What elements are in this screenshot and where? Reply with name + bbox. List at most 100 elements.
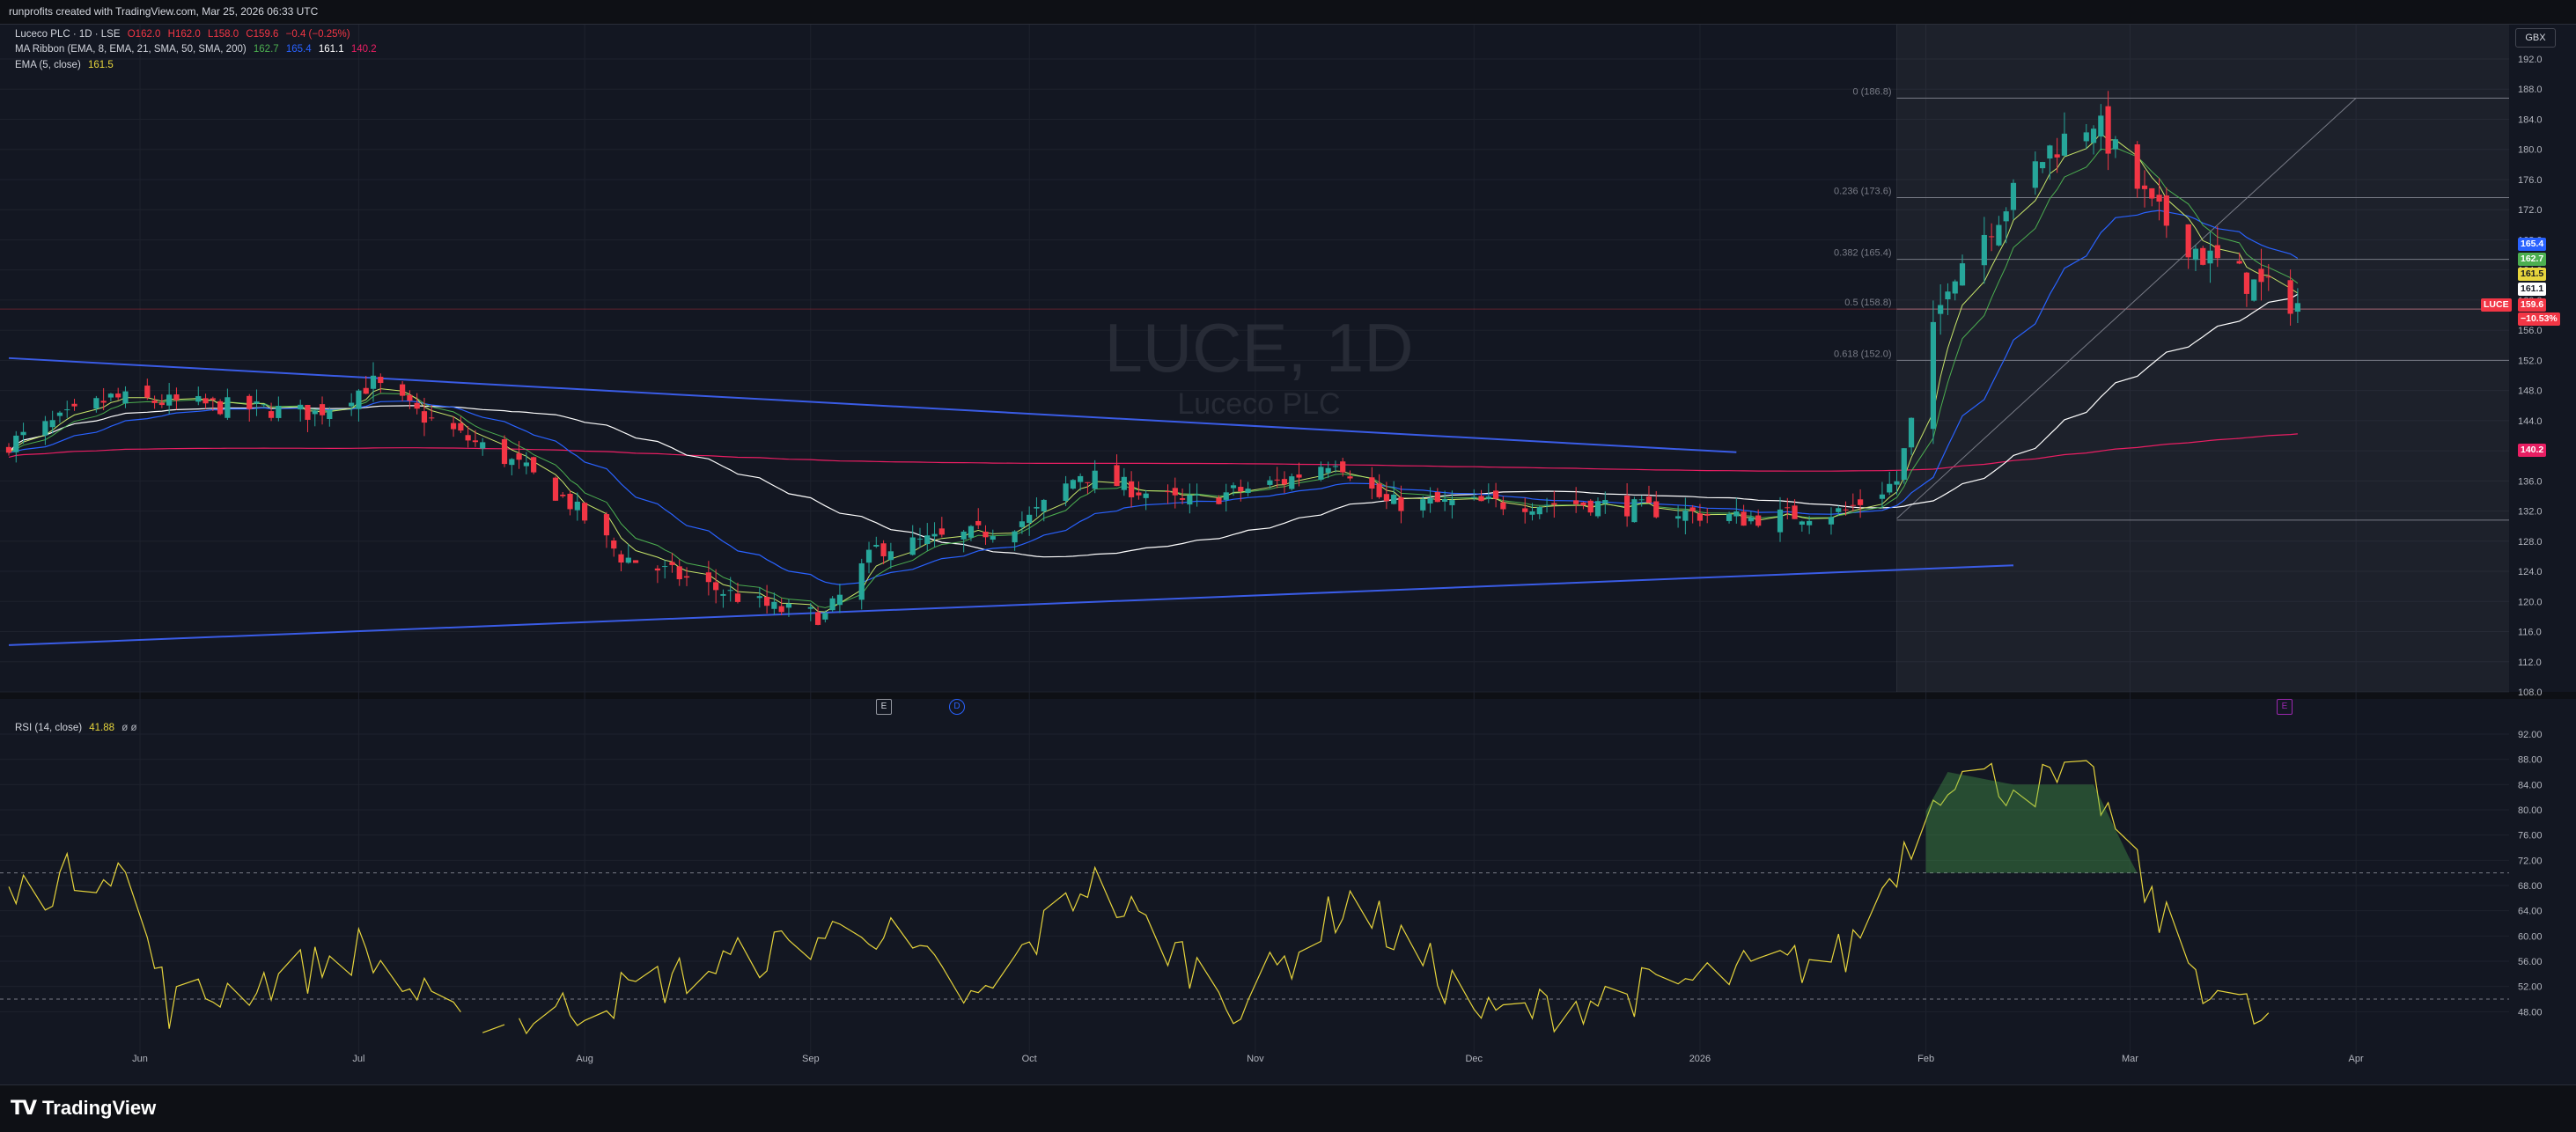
candle-body [523,462,529,467]
candle-body [1631,499,1638,523]
tradingview-logo-icon: TV [11,1097,37,1120]
candle-body [298,404,304,410]
candle-body [1945,291,1951,299]
price-tick-label: 172.0 [2518,205,2543,216]
sma50-white-line [8,293,2299,558]
candle-body [764,597,770,606]
time-tick-label: Feb [1917,1054,1934,1064]
time-tick-label: Sep [802,1054,820,1064]
candle-body [327,409,333,420]
candle-body [1887,483,1893,493]
fib-level-label: 0 (186.8) [1852,87,1891,98]
candle-body [625,557,631,563]
candle-body [1136,492,1142,496]
time-tick-label: Nov [1247,1054,1264,1064]
candle-body [1391,494,1397,504]
candle-body [931,533,938,537]
candle-body [1332,466,1339,467]
legend-ema[interactable]: EMA (5, close) 161.5 [15,60,114,70]
price-chart[interactable]: 0 (186.8) 0.236 (173.6) 0.382 (165.4) 0.5 (… [0,25,2576,1084]
candle-body [71,403,77,407]
legend-ma-ribbon[interactable]: MA Ribbon (EMA, 8, EMA, 21, SMA, 50, SMA… [15,44,377,55]
time-tick-label: Apr [2349,1054,2364,1064]
candle-body [560,494,566,496]
header-caption: runprofits created with TradingView.com,… [9,5,319,18]
candle-body [1019,521,1026,527]
candle-body [1894,481,1900,485]
candle-body [574,501,580,511]
candle-body [458,423,464,431]
currency-button[interactable]: GBX [2515,28,2556,48]
candle-body [2047,145,2053,159]
candle-body [1274,479,1280,481]
candle-body [516,453,522,460]
candle-body [1682,510,1689,521]
candle-body [611,540,617,549]
candle-body [202,398,209,404]
candle-body [1238,487,1244,492]
candle-body [1434,492,1440,503]
candle-body [42,421,48,436]
fib-level-label: 0.382 (165.4) [1834,248,1891,259]
candle-body [1398,496,1404,511]
price-tick-label: 128.0 [2518,537,2543,548]
candle-body [632,560,639,563]
rsi-tick-label: 52.00 [2518,982,2543,993]
rsi-tick-label: 80.00 [2518,805,2543,816]
candle-body [1580,502,1586,506]
candle-body [713,582,719,591]
rsi-tick-label: 68.00 [2518,881,2543,892]
price-tick-label: 108.0 [2518,687,2543,698]
sma50-price-badge: 165.4 [2518,238,2547,251]
rsi-tick-label: 56.00 [2518,957,2543,967]
rsi-pane [0,761,2509,1033]
rsi-tick-label: 48.00 [2518,1007,2543,1018]
legend-rsi-value: 41.88 [89,723,115,733]
upcoming-earnings-event-icon[interactable]: E [2277,699,2293,715]
ticker-badge: LUCE [2481,298,2512,312]
candle-body [654,568,661,571]
candle-body [582,503,588,521]
candle-body [1085,481,1091,483]
legend-ema-v1: 161.5 [87,60,114,70]
candle-body [2032,161,2038,188]
candle-body [669,562,675,565]
candle-body [1492,490,1499,499]
candle-body [1449,500,1455,505]
candle-body [1318,467,1324,480]
ema8-price-badge: 161.1 [2518,283,2547,296]
earnings-event-icon[interactable]: E [876,699,892,715]
candle-body [1901,448,1907,481]
candle-body [2149,187,2155,199]
candle-body [1070,480,1076,489]
candle-body [676,566,682,580]
candle-body [450,423,457,430]
legend-ma-v2: 165.4 [285,44,312,55]
candle-body [836,594,843,606]
candle-body [1529,511,1535,515]
candle-body [1952,281,1958,294]
candle-body [1478,496,1484,502]
candle-body [778,606,784,613]
legend-low: L158.0 [207,29,239,40]
legend-main[interactable]: Luceco PLC · 1D · LSE O162.0 H162.0 L158… [15,29,350,40]
legend-rsi[interactable]: RSI (14, close) 41.88 ø ø [15,723,137,733]
candle-body [407,394,413,401]
rsi-tick-label: 64.00 [2518,907,2543,917]
price-tick-label: 180.0 [2518,145,2543,156]
candle-body [618,554,624,563]
candle-body [1420,499,1426,511]
price-tick-label: 120.0 [2518,597,2543,607]
candle-body [64,409,70,411]
candle-body [662,566,668,568]
candle-body [1012,531,1018,543]
fib-region [1896,25,2509,692]
candle-body [1289,476,1295,489]
candle-body [2156,195,2162,202]
candle-body [2039,162,2046,169]
dividend-event-icon[interactable]: D [949,699,965,715]
candle-body [144,386,151,398]
candle-body [1602,500,1608,504]
tradingview-logo[interactable]: TV TradingView [11,1097,156,1120]
price-tick-label: 184.0 [2518,114,2543,125]
